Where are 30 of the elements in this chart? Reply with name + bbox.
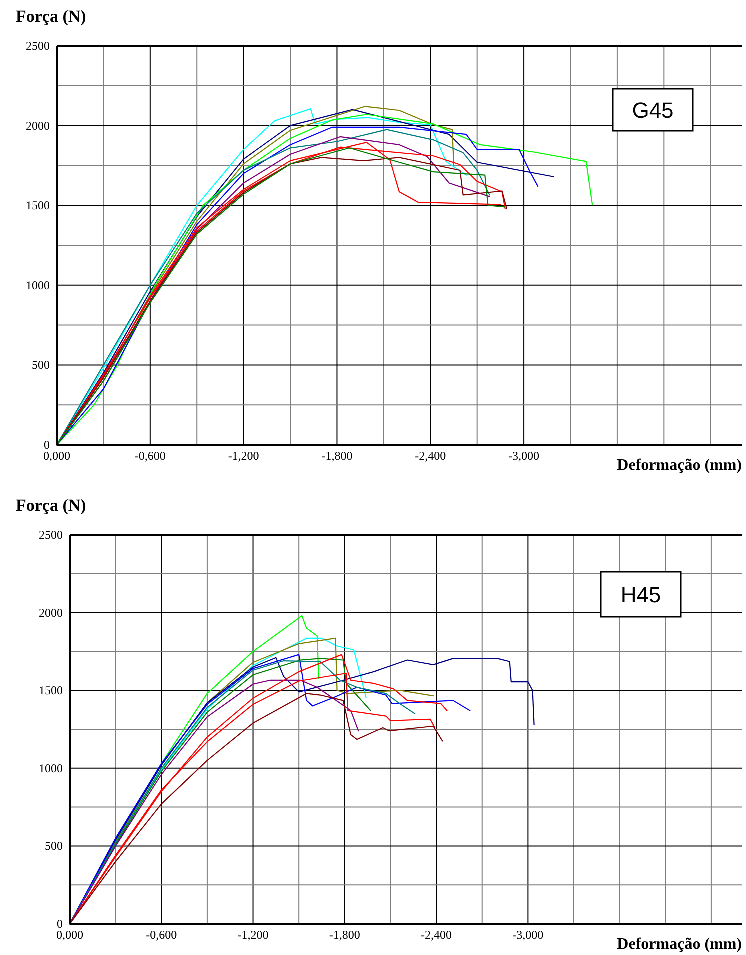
x-tick-label: 0,000 xyxy=(44,449,70,463)
y-tick-label: 0 xyxy=(57,917,63,931)
y-axis-title: Força (N) xyxy=(16,496,86,515)
annotation: G45 xyxy=(632,98,674,123)
x-tick-label: -2,400 xyxy=(415,449,446,463)
y-tick-label: 500 xyxy=(45,839,63,854)
x-tick-label: -2,400 xyxy=(421,928,452,942)
x-tick-label: -3,000 xyxy=(508,449,540,463)
x-axis-title: Deformação (mm) xyxy=(617,457,742,474)
y-tick-label: 2000 xyxy=(39,606,63,620)
y-tick-label: 1000 xyxy=(39,761,63,776)
y-tick-label: 2500 xyxy=(39,528,63,542)
y-tick-label: 500 xyxy=(32,358,50,372)
y-tick-label: 1500 xyxy=(26,198,50,213)
x-tick-label: -1,200 xyxy=(228,449,260,463)
x-tick-label: -3,000 xyxy=(512,928,544,942)
y-tick-label: 2500 xyxy=(26,39,50,53)
y-tick-label: 2000 xyxy=(26,118,50,133)
y-tick-label: 1000 xyxy=(26,278,50,292)
x-tick-label: -1,200 xyxy=(238,928,269,942)
x-tick-label: -1,800 xyxy=(322,449,353,463)
x-tick-label: -0,600 xyxy=(146,928,178,942)
x-tick-label: -0,600 xyxy=(134,449,166,463)
y-tick-label: 0 xyxy=(44,438,50,452)
annotation: H45 xyxy=(620,582,662,608)
x-tick-label: -1,800 xyxy=(329,928,360,942)
x-tick-label: 0,000 xyxy=(56,928,84,942)
x-axis-title: Deformação (mm) xyxy=(617,936,742,953)
y-tick-label: 1500 xyxy=(39,684,63,698)
y-axis-title: Força (N) xyxy=(16,7,86,26)
